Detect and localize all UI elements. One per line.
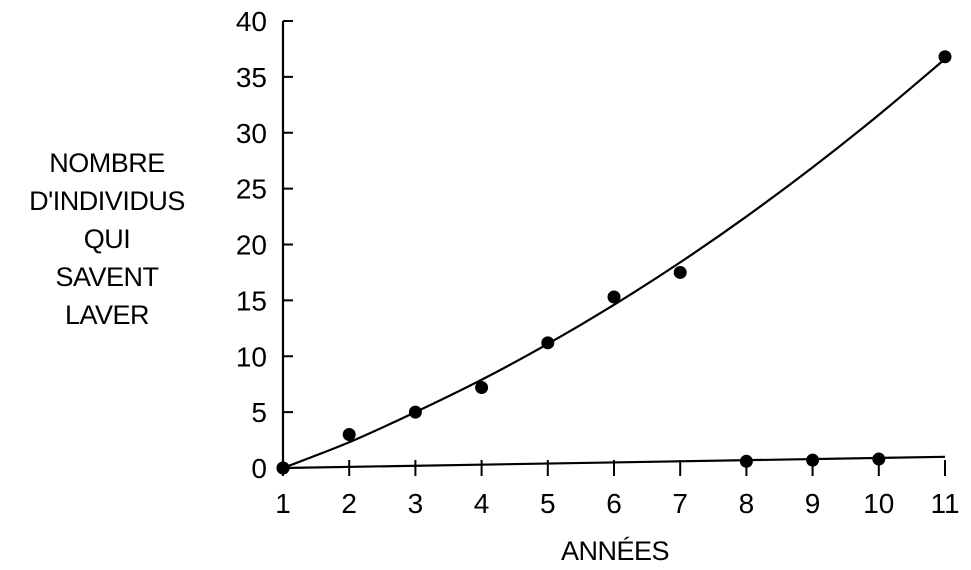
- data-point-series-2: [872, 452, 886, 466]
- ticks: 0 5 10 15 20 25 30 35 40 1 2 3 4 5 6 7 8 9 10 11: [236, 6, 960, 519]
- y-tick-label: 25: [236, 174, 267, 205]
- x-tick-label: 11: [930, 488, 959, 519]
- y-axis-title: NOMBRE D'INDIVIDUS QUI SAVENT LAVER: [29, 148, 185, 330]
- fit-curve-1: [282, 58, 946, 470]
- y-axis-title-line: QUI: [84, 224, 131, 254]
- data-points: [276, 50, 952, 475]
- y-tick-label: 30: [236, 118, 267, 149]
- x-tick-label: 5: [540, 488, 556, 519]
- data-point-series-1: [342, 427, 356, 441]
- y-tick-label: 40: [236, 6, 267, 37]
- data-point-series-1: [408, 405, 422, 419]
- x-tick-label: 10: [863, 488, 894, 519]
- y-tick-label: 35: [236, 62, 267, 93]
- y-axis-title-line: NOMBRE: [49, 148, 165, 178]
- y-tick-label: 5: [251, 397, 267, 428]
- data-point-series-1: [475, 381, 489, 395]
- data-point-series-1: [541, 336, 555, 350]
- y-axis-title-line: D'INDIVIDUS: [29, 186, 185, 216]
- x-tick-label: 7: [672, 488, 688, 519]
- data-point-series-2: [739, 454, 753, 468]
- fit-curves: [282, 58, 946, 470]
- data-point-series-1: [673, 265, 687, 279]
- x-tick-label: 8: [739, 488, 755, 519]
- data-point-series-2: [806, 453, 820, 467]
- data-point-series-1: [607, 290, 621, 304]
- data-point-series-1: [938, 50, 952, 64]
- x-axis-title: ANNÉES: [561, 536, 669, 566]
- x-tick-label: 2: [341, 488, 357, 519]
- y-axis-title-line: LAVER: [65, 300, 149, 330]
- y-tick-label: 20: [236, 230, 267, 261]
- x-tick-label: 6: [606, 488, 622, 519]
- y-axis-title-line: SAVENT: [55, 262, 158, 292]
- x-tick-label: 9: [805, 488, 821, 519]
- y-tick-label: 10: [236, 341, 267, 372]
- x-tick-label: 4: [474, 488, 490, 519]
- data-point-series-2: [276, 461, 290, 475]
- y-tick-label: 0: [251, 453, 267, 484]
- x-tick-label: 3: [408, 488, 424, 519]
- x-tick-label: 1: [275, 488, 291, 519]
- y-tick-label: 15: [236, 285, 267, 316]
